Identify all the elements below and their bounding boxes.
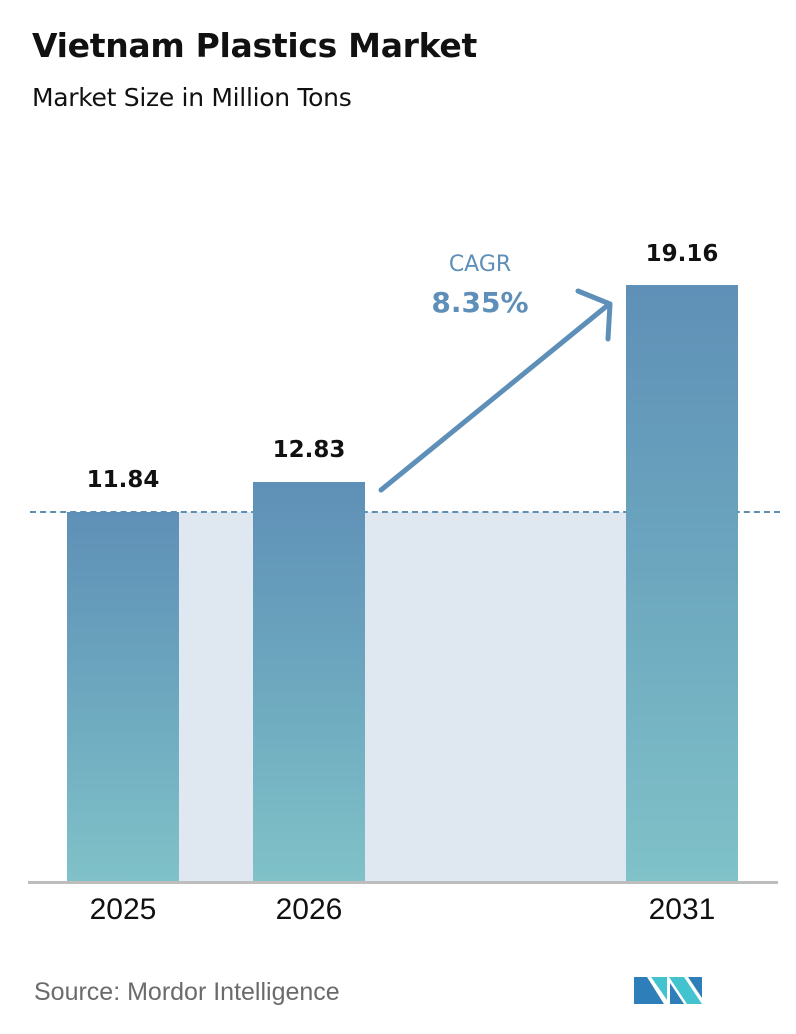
reference-dashed-line	[30, 511, 780, 513]
chart-title: Vietnam Plastics Market	[32, 26, 477, 65]
mordor-intelligence-logo-icon	[634, 977, 702, 1004]
bar-2031	[626, 285, 738, 882]
value-label-2025: 11.84	[86, 467, 160, 493]
value-label-2026: 12.83	[272, 437, 346, 463]
x-label-2025: 2025	[89, 893, 157, 926]
bar-2026	[253, 482, 365, 882]
source-text: Source: Mordor Intelligence	[34, 978, 340, 1006]
cagr-value: 8.35%	[431, 286, 529, 319]
bar-2025	[67, 512, 179, 882]
x-label-2031: 2031	[648, 893, 716, 926]
cagr-label: CAGR	[448, 252, 512, 277]
x-axis-line	[28, 881, 778, 884]
value-label-2031: 19.16	[645, 241, 719, 267]
x-label-2026: 2026	[275, 893, 343, 926]
chart-subtitle: Market Size in Million Tons	[32, 83, 352, 112]
